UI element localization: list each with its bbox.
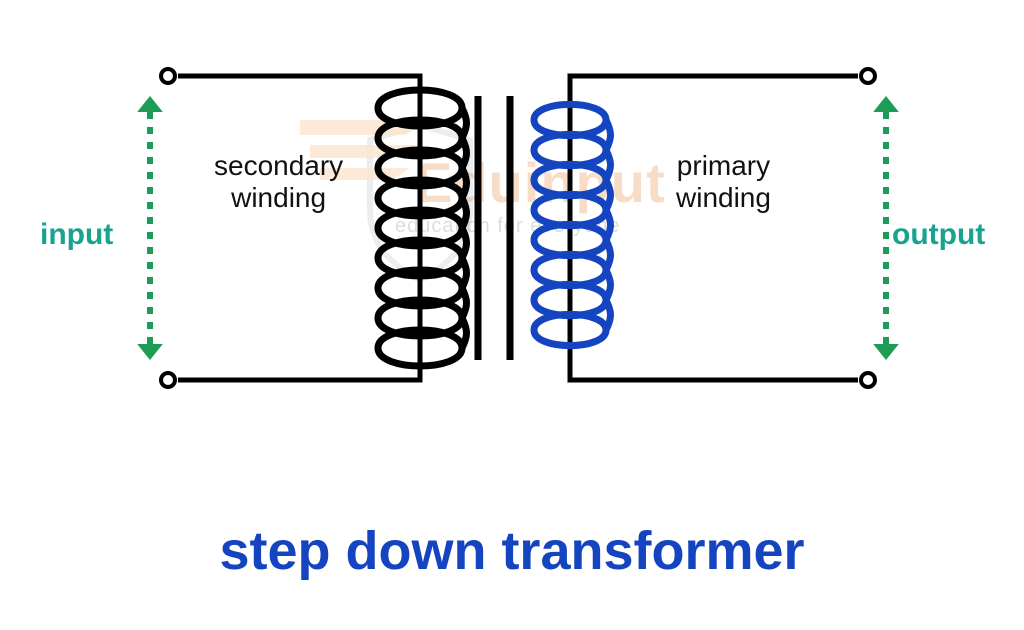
diagram-title: step down transformer bbox=[0, 520, 1024, 582]
secondary-winding-label-line1: secondary bbox=[214, 150, 343, 181]
primary-winding-label-line2: winding bbox=[676, 182, 771, 213]
primary-winding-label: primary winding bbox=[676, 150, 771, 214]
secondary-winding-label-line2: winding bbox=[231, 182, 326, 213]
output-label: output bbox=[892, 218, 985, 252]
secondary-winding-label: secondary winding bbox=[214, 150, 343, 214]
primary-winding-label-line1: primary bbox=[677, 150, 770, 181]
input-label: input bbox=[40, 218, 113, 252]
